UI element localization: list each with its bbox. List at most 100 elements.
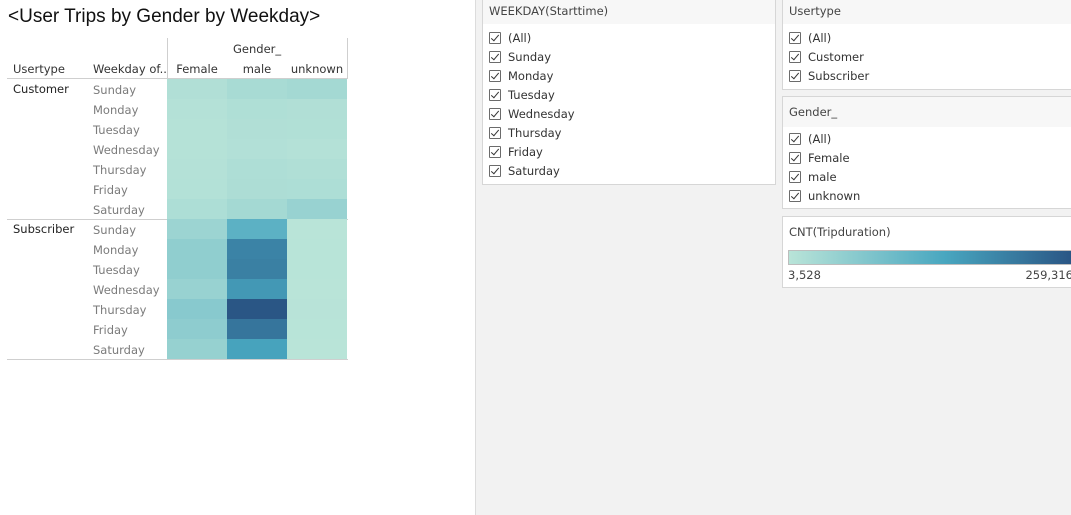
card-header: [783, 0, 1071, 24]
heatmap-cell[interactable]: [287, 139, 347, 159]
heatmap-cell[interactable]: [227, 239, 287, 259]
gender-filter-option[interactable]: Female: [789, 148, 850, 167]
weekday-row-label: Monday: [93, 103, 139, 117]
checkbox-checked-icon[interactable]: [489, 145, 501, 158]
heatmap-cell[interactable]: [227, 219, 287, 239]
usertype-filter-option[interactable]: Subscriber: [789, 66, 869, 85]
weekday-row-label: Wednesday: [93, 143, 160, 157]
heatmap-cell[interactable]: [287, 339, 347, 359]
heatmap-cell[interactable]: [227, 179, 287, 199]
heatmap-cell[interactable]: [287, 99, 347, 119]
checkbox-checked-icon[interactable]: [489, 107, 501, 120]
usertype-filter-title: Usertype: [789, 4, 841, 18]
checkbox-checked-icon[interactable]: [789, 69, 801, 82]
heatmap-cell[interactable]: [167, 319, 227, 339]
usertype-filter-option[interactable]: (All): [789, 28, 831, 47]
weekday-row-label: Tuesday: [93, 123, 140, 137]
heatmap-cell[interactable]: [227, 299, 287, 319]
heatmap-cell[interactable]: [227, 99, 287, 119]
option-label: Subscriber: [808, 68, 870, 83]
heatmap-cell[interactable]: [287, 179, 347, 199]
heatmap-cell[interactable]: [167, 99, 227, 119]
heatmap-cell[interactable]: [167, 219, 227, 239]
option-label: Female: [808, 150, 850, 165]
weekday-row-label: Friday: [93, 183, 128, 197]
heatmap-cell[interactable]: [287, 219, 347, 239]
checkbox-checked-icon[interactable]: [789, 31, 801, 44]
heatmap-cell[interactable]: [287, 299, 347, 319]
option-label: (All): [508, 30, 532, 45]
heatmap-cell[interactable]: [227, 79, 287, 99]
color-ramp: [788, 250, 1071, 265]
weekday-filter-option[interactable]: Wednesday: [489, 104, 575, 123]
header-divider: [167, 38, 168, 78]
checkbox-checked-icon[interactable]: [789, 132, 801, 145]
checkbox-checked-icon[interactable]: [789, 50, 801, 63]
heatmap-cell[interactable]: [287, 119, 347, 139]
usertype-filter-card: Usertype (All) Customer Subscriber: [782, 0, 1071, 90]
heatmap-cell[interactable]: [227, 319, 287, 339]
weekday-row-label: Monday: [93, 243, 139, 257]
heatmap-cell[interactable]: [227, 279, 287, 299]
weekday-filter-option[interactable]: Tuesday: [489, 85, 555, 104]
option-label: (All): [808, 131, 832, 146]
weekday-filter-option[interactable]: Saturday: [489, 161, 560, 180]
weekday-filter-option[interactable]: Monday: [489, 66, 553, 85]
checkbox-checked-icon[interactable]: [489, 164, 501, 177]
heatmap-cell[interactable]: [167, 259, 227, 279]
option-label: Saturday: [508, 163, 560, 178]
legend-max-label: 259,316: [1025, 268, 1071, 282]
heatmap-cell[interactable]: [287, 199, 347, 219]
column-header: unknown: [290, 62, 344, 76]
checkbox-checked-icon[interactable]: [789, 151, 801, 164]
heatmap-cell[interactable]: [167, 279, 227, 299]
weekday-row-label: Sunday: [93, 83, 137, 97]
legend-title: CNT(Tripduration): [789, 225, 891, 239]
weekday-row-header: Weekday of..: [93, 62, 167, 76]
heatmap-cell[interactable]: [227, 339, 287, 359]
checkbox-checked-icon[interactable]: [789, 170, 801, 183]
heatmap-cell[interactable]: [287, 79, 347, 99]
weekday-filter-option[interactable]: Friday: [489, 142, 543, 161]
weekday-filter-option[interactable]: Sunday: [489, 47, 551, 66]
heatmap-cell[interactable]: [227, 139, 287, 159]
heatmap-cell[interactable]: [287, 259, 347, 279]
heatmap-cell[interactable]: [227, 119, 287, 139]
heatmap-cell[interactable]: [287, 159, 347, 179]
weekday-row-label: Sunday: [93, 223, 137, 237]
heatmap-cell[interactable]: [227, 259, 287, 279]
heatmap-cell[interactable]: [287, 239, 347, 259]
chart-title: <User Trips by Gender by Weekday>: [8, 6, 321, 27]
heatmap-cell[interactable]: [167, 139, 227, 159]
heatmap-cell[interactable]: [287, 279, 347, 299]
heatmap-cell[interactable]: [167, 159, 227, 179]
weekday-filter-card: WEEKDAY(Starttime) (All) Sunday Monday Tues…: [482, 0, 776, 185]
heatmap-cell[interactable]: [167, 339, 227, 359]
color-legend-card: CNT(Tripduration) 3,528 259,316: [782, 216, 1071, 288]
checkbox-checked-icon[interactable]: [489, 31, 501, 44]
gender-column-group-header: Gender_: [233, 42, 282, 56]
gender-filter-option[interactable]: unknown: [789, 186, 860, 205]
heatmap-cell[interactable]: [287, 319, 347, 339]
weekday-filter-option[interactable]: Thursday: [489, 123, 561, 142]
heatmap-cell[interactable]: [167, 79, 227, 99]
gender-filter-option[interactable]: (All): [789, 129, 831, 148]
weekday-row-label: Thursday: [93, 163, 147, 177]
heatmap-cell[interactable]: [227, 159, 287, 179]
gender-filter-option[interactable]: male: [789, 167, 837, 186]
heatmap-cell[interactable]: [167, 199, 227, 219]
checkbox-checked-icon[interactable]: [489, 69, 501, 82]
heatmap-cell[interactable]: [167, 299, 227, 319]
weekday-row-label: Tuesday: [93, 263, 140, 277]
checkbox-checked-icon[interactable]: [789, 189, 801, 202]
checkbox-checked-icon[interactable]: [489, 126, 501, 139]
checkbox-checked-icon[interactable]: [489, 50, 501, 63]
usertype-filter-option[interactable]: Customer: [789, 47, 864, 66]
weekday-filter-option[interactable]: (All): [489, 28, 531, 47]
heatmap-cell[interactable]: [167, 179, 227, 199]
heatmap-cell[interactable]: [227, 199, 287, 219]
heatmap-cell[interactable]: [167, 239, 227, 259]
checkbox-checked-icon[interactable]: [489, 88, 501, 101]
option-label: Tuesday: [508, 87, 555, 102]
heatmap-cell[interactable]: [167, 119, 227, 139]
